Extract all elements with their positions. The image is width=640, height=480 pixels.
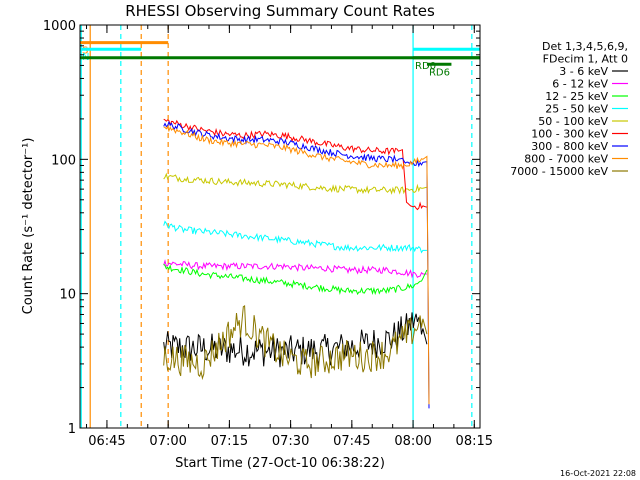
flag-label-0: S	[82, 46, 88, 57]
series-line-4	[163, 172, 428, 195]
legend-entry-6: 300 - 800 keV	[531, 140, 608, 153]
legend-entry-1: 6 - 12 keV	[552, 78, 608, 91]
y-tick-label-1: 10	[59, 288, 76, 303]
legend-entry-2: 12 - 25 keV	[545, 90, 608, 103]
legend-entry-0: 3 - 6 keV	[559, 65, 608, 78]
series-group	[163, 118, 430, 409]
y-tick-label-3: 1000	[43, 19, 76, 34]
series-line-7	[163, 125, 430, 405]
flag-label-4: RD6	[429, 67, 450, 78]
legend-entry-7: 800 - 7000 keV	[524, 153, 608, 166]
legend: Det 1,3,4,5,6,9,FDecim 1, Att 03 - 6 keV…	[510, 40, 628, 178]
flag-bars: SNRD0RD6	[80, 41, 480, 78]
vertical-markers	[80, 25, 473, 428]
x-axis-ticks: 06:45 07:00 07:15 07:30 07:45 08:00 08:15	[86, 25, 493, 449]
x-tick-label-6: 08:15	[456, 434, 493, 449]
series-line-5	[163, 118, 428, 211]
y-tick-label-2: 100	[51, 153, 76, 168]
x-axis-label: Start Time (27-Oct-10 06:38:22)	[175, 456, 385, 471]
chart-title: RHESSI Observing Summary Count Rates	[125, 2, 435, 20]
plot-frame	[79, 24, 481, 429]
series-line-0	[163, 312, 428, 368]
y-axis-ticks: 1 10 100 1000	[43, 19, 480, 437]
x-tick-label-3: 07:30	[272, 434, 309, 449]
x-tick-label-1: 07:00	[149, 434, 186, 449]
x-tick-label-4: 07:45	[333, 434, 370, 449]
series-line-6	[163, 120, 430, 409]
series-line-8	[163, 304, 428, 381]
flag-label-3: RD0	[415, 61, 436, 72]
series-line-1	[163, 259, 427, 279]
legend-entry-4: 50 - 100 keV	[538, 115, 608, 128]
y-axis-label: Count Rate (s⁻¹ detector⁻¹)	[21, 138, 36, 315]
legend-header-0: Det 1,3,4,5,6,9,	[542, 40, 628, 53]
x-tick-label-5: 08:00	[394, 434, 431, 449]
legend-entry-3: 25 - 50 keV	[545, 103, 608, 116]
x-tick-label-0: 06:45	[88, 434, 125, 449]
footer-timestamp: 16-Oct-2021 22:08	[560, 469, 636, 478]
legend-entry-5: 100 - 300 keV	[531, 128, 608, 141]
y-tick-label-0: 1	[68, 422, 76, 437]
series-line-2	[163, 263, 428, 296]
legend-header-1: FDecim 1, Att 0	[543, 53, 628, 66]
legend-entry-8: 7000 - 15000 keV	[510, 165, 608, 178]
series-line-3	[163, 220, 427, 254]
x-tick-label-2: 07:15	[211, 434, 248, 449]
